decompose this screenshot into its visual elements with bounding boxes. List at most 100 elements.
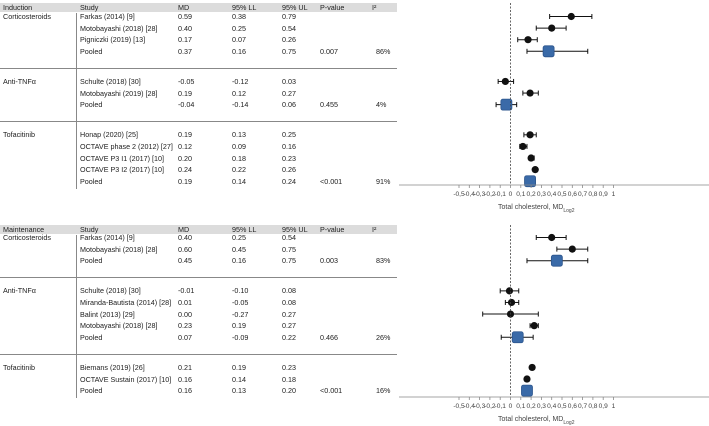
x-tick-label: -0,2 bbox=[484, 403, 496, 410]
study-name: OCTAVE P3 I1 (2017) [10] bbox=[80, 153, 165, 163]
ul-value: 0.08 bbox=[282, 297, 296, 307]
x-tick-label: -0,5 bbox=[453, 403, 465, 410]
pooled-estimate-marker bbox=[521, 384, 533, 397]
md-value: 0.16 bbox=[178, 374, 192, 384]
ll-value: 0.13 bbox=[232, 130, 246, 140]
study-estimate-point bbox=[526, 89, 534, 97]
x-tick-label: 0,8 bbox=[588, 403, 597, 410]
study-name: Pigniczki (2019) [13] bbox=[80, 35, 146, 45]
ul-value: 0.23 bbox=[282, 362, 296, 372]
x-tick-label: 0,4 bbox=[547, 191, 556, 198]
table-group-divider bbox=[76, 13, 77, 189]
x-tick-label: 0,9 bbox=[599, 191, 608, 198]
study-name: OCTAVE Sustain (2017) [10] bbox=[80, 374, 172, 384]
ul-value: 0.23 bbox=[282, 153, 296, 163]
study-estimate-point bbox=[548, 233, 556, 242]
pooled-estimate-marker bbox=[524, 175, 536, 188]
x-axis-title-subscript: Log2 bbox=[563, 420, 574, 426]
study-name: Balint (2013) [29] bbox=[80, 309, 135, 319]
ll-value: 0.18 bbox=[232, 153, 246, 163]
ul-value: 0.08 bbox=[282, 286, 296, 296]
md-value: 0.17 bbox=[178, 35, 192, 45]
ul-value: 0.27 bbox=[282, 309, 296, 319]
md-value: -0.04 bbox=[178, 100, 195, 110]
ll-value: -0.05 bbox=[232, 297, 249, 307]
i2-value: 26% bbox=[376, 332, 391, 342]
ul-value: 0.16 bbox=[282, 141, 296, 151]
p-value: 0.003 bbox=[320, 256, 338, 266]
study-estimate-point bbox=[548, 24, 556, 32]
ll-value: 0.12 bbox=[232, 88, 246, 98]
column-header-md: MD bbox=[178, 225, 190, 234]
x-tick-label: 0,5 bbox=[557, 403, 566, 410]
p-value: <0.001 bbox=[320, 386, 343, 396]
column-header-i2: I² bbox=[372, 225, 377, 234]
ul-value: 0.75 bbox=[282, 46, 296, 56]
x-tick-label: -0,1 bbox=[495, 403, 507, 410]
ll-value: -0.27 bbox=[232, 309, 249, 319]
ll-value: 0.09 bbox=[232, 141, 246, 151]
md-value: 0.23 bbox=[178, 321, 192, 331]
pooled-estimate-marker bbox=[511, 331, 524, 344]
x-tick-label: 1 bbox=[612, 403, 616, 410]
x-tick-label: 0,7 bbox=[578, 191, 587, 198]
md-value: 0.59 bbox=[178, 12, 192, 21]
x-tick-label: 0,2 bbox=[527, 191, 536, 198]
ul-value: 0.20 bbox=[282, 386, 296, 396]
study-name: Pooled bbox=[80, 176, 103, 186]
study-estimate-point bbox=[531, 166, 539, 174]
column-header-md: MD bbox=[178, 3, 190, 12]
column-header-group: Induction bbox=[3, 3, 33, 12]
study-name: Farkas (2014) [9] bbox=[80, 12, 135, 21]
study-estimate-point bbox=[519, 142, 527, 151]
study-name: Miranda-Bautista (2014) [28] bbox=[80, 297, 172, 307]
md-value: 0.20 bbox=[178, 153, 192, 163]
x-tick-label: -0,3 bbox=[474, 191, 486, 198]
group-label: Tofacitinib bbox=[3, 362, 35, 372]
md-value: -0.05 bbox=[178, 76, 195, 86]
study-estimate-point bbox=[501, 77, 509, 86]
ll-value: -0.09 bbox=[232, 332, 249, 342]
md-value: 0.60 bbox=[178, 244, 192, 254]
column-header-p: P-value bbox=[320, 3, 345, 12]
ll-value: 0.19 bbox=[232, 362, 246, 372]
ul-value: 0.18 bbox=[282, 374, 296, 384]
column-header-i2: I² bbox=[372, 3, 377, 12]
ll-value: 0.16 bbox=[232, 46, 246, 56]
ul-value: 0.75 bbox=[282, 244, 296, 254]
p-value: 0.466 bbox=[320, 332, 338, 342]
ul-value: 0.24 bbox=[282, 176, 296, 186]
ul-value: 0.54 bbox=[282, 23, 296, 33]
ll-value: 0.14 bbox=[232, 374, 246, 384]
study-name: OCTAVE P3 I2 (2017) [10] bbox=[80, 165, 165, 175]
ul-value: 0.03 bbox=[282, 76, 296, 86]
group-separator bbox=[0, 353, 397, 355]
x-tick-label: 0,3 bbox=[537, 191, 546, 198]
group-label: Tofacitinib bbox=[3, 130, 35, 140]
pooled-estimate-marker bbox=[500, 98, 513, 111]
ul-value: 0.26 bbox=[282, 35, 296, 45]
ll-value: 0.25 bbox=[232, 233, 246, 242]
p-value: 0.007 bbox=[320, 46, 338, 56]
md-value: 0.40 bbox=[178, 233, 192, 242]
md-value: 0.45 bbox=[178, 256, 192, 266]
ll-value: 0.25 bbox=[232, 23, 246, 33]
md-value: 0.01 bbox=[178, 297, 192, 307]
study-estimate-point bbox=[527, 154, 535, 162]
md-value: 0.40 bbox=[178, 23, 192, 33]
md-value: 0.07 bbox=[178, 332, 192, 342]
ul-value: 0.54 bbox=[282, 233, 296, 242]
ul-value: 0.26 bbox=[282, 165, 296, 175]
x-tick-label: -0,2 bbox=[484, 191, 496, 198]
x-tick-label: -0,4 bbox=[464, 191, 476, 198]
x-axis-title: Total cholesterol, MDLog2 bbox=[498, 204, 575, 214]
study-estimate-point bbox=[507, 298, 516, 307]
study-name: Pooled bbox=[80, 46, 103, 56]
i2-value: 83% bbox=[376, 256, 391, 266]
group-label: Corticosteroids bbox=[3, 12, 51, 21]
study-name: Motobayashi (2018) [28] bbox=[80, 23, 158, 33]
study-estimate-point bbox=[567, 12, 575, 21]
column-header-p: P-value bbox=[320, 225, 345, 234]
ul-value: 0.27 bbox=[282, 321, 296, 331]
